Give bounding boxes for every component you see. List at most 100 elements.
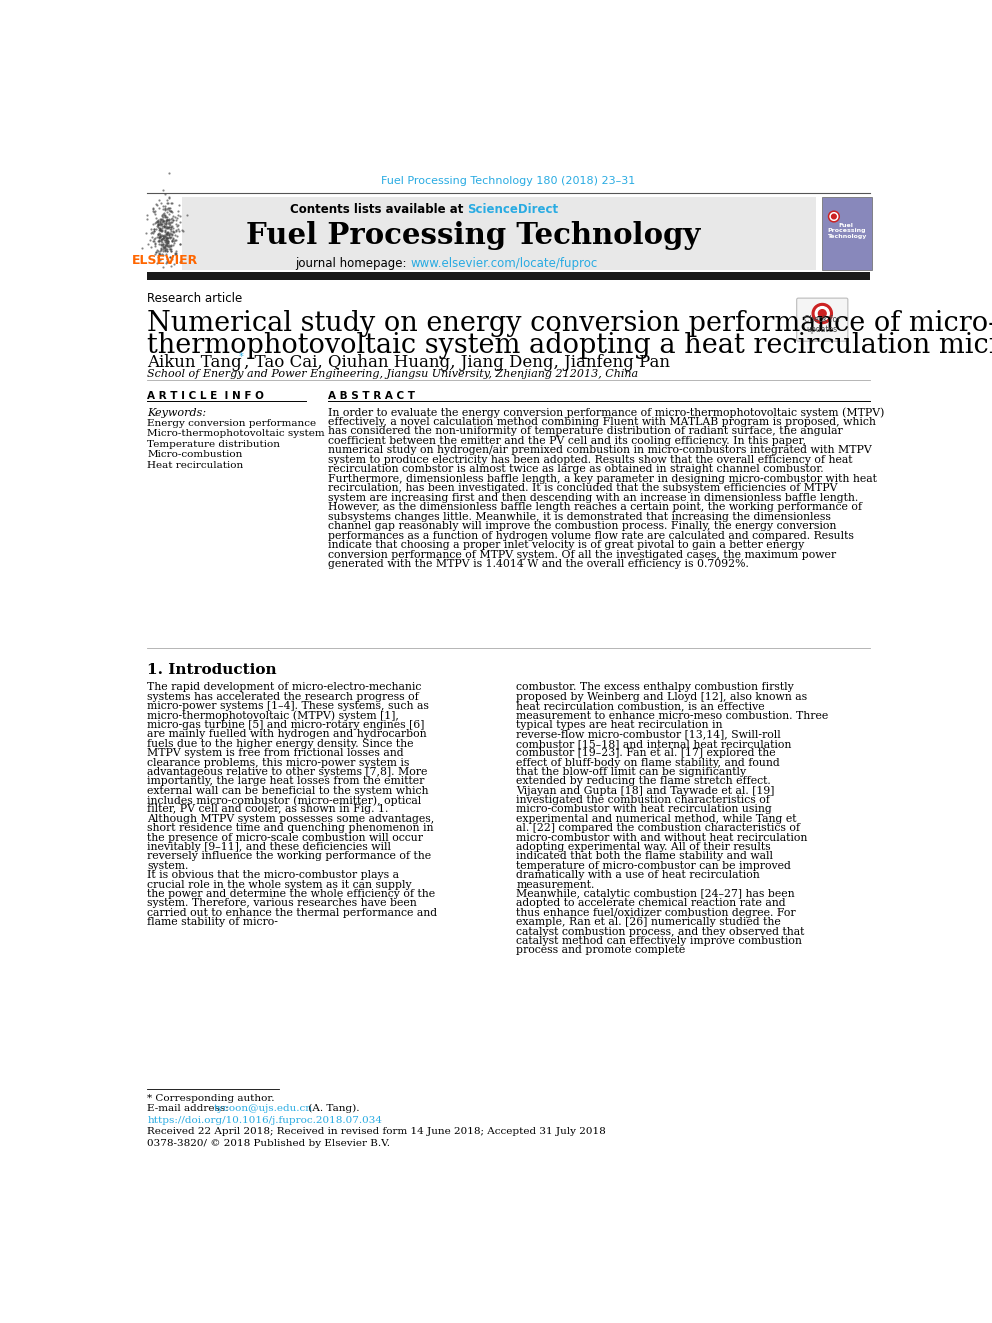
Text: recirculation combstor is almost twice as large as obtained in straight channel : recirculation combstor is almost twice a… <box>327 464 823 475</box>
Text: ELSEVIER: ELSEVIER <box>132 254 198 266</box>
Text: *: * <box>239 352 243 363</box>
FancyBboxPatch shape <box>821 197 872 270</box>
Text: combustor. The excess enthalpy combustion firstly: combustor. The excess enthalpy combustio… <box>516 683 794 692</box>
Text: that the blow-off limit can be significantly: that the blow-off limit can be significa… <box>516 767 746 777</box>
Text: thus enhance fuel/oxidizer combustion degree. For: thus enhance fuel/oxidizer combustion de… <box>516 908 796 918</box>
Text: fuels due to the higher energy density. Since the: fuels due to the higher energy density. … <box>147 738 414 749</box>
Text: importantly, the large heat losses from the emitter: importantly, the large heat losses from … <box>147 777 425 786</box>
Text: are mainly fuelled with hydrogen and hydrocarbon: are mainly fuelled with hydrogen and hyd… <box>147 729 427 740</box>
Text: Research article: Research article <box>147 292 242 306</box>
Text: Fuel Processing Technology 180 (2018) 23–31: Fuel Processing Technology 180 (2018) 23… <box>381 176 636 187</box>
Text: catalyst combustion process, and they observed that: catalyst combustion process, and they ob… <box>516 926 805 937</box>
Text: advantageous relative to other systems [7,8]. More: advantageous relative to other systems [… <box>147 767 428 777</box>
Text: E-mail address:: E-mail address: <box>147 1105 232 1114</box>
Text: 1. Introduction: 1. Introduction <box>147 663 277 677</box>
Circle shape <box>812 303 832 324</box>
Text: adopting experimental way. All of their results: adopting experimental way. All of their … <box>516 841 771 852</box>
Text: measurement to enhance micro-meso combustion. Three: measurement to enhance micro-meso combus… <box>516 710 828 721</box>
Text: process and promote complete: process and promote complete <box>516 946 685 955</box>
Text: temperature of micro-combustor can be improved: temperature of micro-combustor can be im… <box>516 861 791 871</box>
Text: Heat recirculation: Heat recirculation <box>147 460 243 470</box>
Circle shape <box>831 214 836 218</box>
Text: micro-thermophotovoltaic (MTPV) system [1],: micro-thermophotovoltaic (MTPV) system [… <box>147 710 399 721</box>
Text: Furthermore, dimensionless baffle length, a key parameter in designing micro-com: Furthermore, dimensionless baffle length… <box>327 474 877 484</box>
FancyBboxPatch shape <box>797 298 848 341</box>
Text: Check for
updates: Check for updates <box>805 315 840 335</box>
Text: Micro-combustion: Micro-combustion <box>147 450 243 459</box>
Text: The rapid development of micro-electro-mechanic: The rapid development of micro-electro-m… <box>147 683 422 692</box>
Text: Received 22 April 2018; Received in revised form 14 June 2018; Accepted 31 July : Received 22 April 2018; Received in revi… <box>147 1127 606 1136</box>
Text: * Corresponding author.: * Corresponding author. <box>147 1094 275 1103</box>
Text: reversely influence the working performance of the: reversely influence the working performa… <box>147 852 432 861</box>
Text: investigated the combustion characteristics of: investigated the combustion characterist… <box>516 795 770 806</box>
Text: indicate that choosing a proper inlet velocity is of great pivotal to gain a bet: indicate that choosing a proper inlet ve… <box>327 540 805 550</box>
Text: proposed by Weinberg and Lloyd [12], also known as: proposed by Weinberg and Lloyd [12], als… <box>516 692 807 701</box>
Text: micro-combustor with and without heat recirculation: micro-combustor with and without heat re… <box>516 832 807 843</box>
Text: Vijayan and Gupta [18] and Taywade et al. [19]: Vijayan and Gupta [18] and Taywade et al… <box>516 786 775 795</box>
Circle shape <box>828 212 839 222</box>
Text: micro-gas turbine [5] and micro-rotary engines [6]: micro-gas turbine [5] and micro-rotary e… <box>147 720 425 730</box>
Text: A B S T R A C T: A B S T R A C T <box>327 390 415 401</box>
Text: combustor [15–18] and internal heat recirculation: combustor [15–18] and internal heat reci… <box>516 738 792 749</box>
Circle shape <box>830 213 838 221</box>
Text: School of Energy and Power Engineering, Jiangsu University, Zhenjiang 212013, Ch: School of Energy and Power Engineering, … <box>147 369 639 378</box>
Text: numerical study on hydrogen/air premixed combustion in micro-combustors integrat: numerical study on hydrogen/air premixed… <box>327 446 872 455</box>
Text: measurement.: measurement. <box>516 880 594 889</box>
Text: flame stability of micro-: flame stability of micro- <box>147 917 278 927</box>
Text: heat recirculation combustion, is an effective: heat recirculation combustion, is an eff… <box>516 701 765 712</box>
Text: reverse-flow micro-combustor [13,14], Swill-roll: reverse-flow micro-combustor [13,14], Sw… <box>516 729 781 740</box>
Text: the presence of micro-scale combustion will occur: the presence of micro-scale combustion w… <box>147 832 424 843</box>
Text: Energy conversion performance: Energy conversion performance <box>147 419 316 429</box>
Text: (A. Tang).: (A. Tang). <box>305 1105 359 1114</box>
Text: adopted to accelerate chemical reaction rate and: adopted to accelerate chemical reaction … <box>516 898 786 909</box>
Text: system are increasing first and then descending with an increase in dimensionles: system are increasing first and then des… <box>327 492 858 503</box>
FancyBboxPatch shape <box>147 273 870 279</box>
Text: Micro-thermophotovoltaic system: Micro-thermophotovoltaic system <box>147 430 324 438</box>
Text: Contents lists available at: Contents lists available at <box>290 204 467 217</box>
Circle shape <box>815 307 829 320</box>
Text: effectively, a novel calculation method combining Fluent with MATLAB program is : effectively, a novel calculation method … <box>327 417 876 427</box>
Text: typical types are heat recirculation in: typical types are heat recirculation in <box>516 720 722 730</box>
Text: performances as a function of hydrogen volume flow rate are calculated and compa: performances as a function of hydrogen v… <box>327 531 854 541</box>
Text: systems has accelerated the research progress of: systems has accelerated the research pro… <box>147 692 419 701</box>
Text: has considered the non-uniformity of temperature distribution of radiant surface: has considered the non-uniformity of tem… <box>327 426 842 437</box>
Text: Aikun Tang: Aikun Tang <box>147 353 242 370</box>
Text: coefficient between the emitter and the PV cell and its cooling efficiency. In t: coefficient between the emitter and the … <box>327 435 806 446</box>
Text: crucial role in the whole system as it can supply: crucial role in the whole system as it c… <box>147 880 412 889</box>
Text: Temperature distribution: Temperature distribution <box>147 439 281 448</box>
Text: experimental and numerical method, while Tang et: experimental and numerical method, while… <box>516 814 797 824</box>
Text: micro-combustor with heat recirculation using: micro-combustor with heat recirculation … <box>516 804 772 815</box>
Text: journal homepage:: journal homepage: <box>296 257 411 270</box>
Text: the power and determine the whole efficiency of the: the power and determine the whole effici… <box>147 889 435 900</box>
Text: dramatically with a use of heat recirculation: dramatically with a use of heat recircul… <box>516 871 760 880</box>
Text: recirculation, has been investigated. It is concluded that the subsystem efficie: recirculation, has been investigated. It… <box>327 483 837 493</box>
Text: channel gap reasonably will improve the combustion process. Finally, the energy : channel gap reasonably will improve the … <box>327 521 836 531</box>
Text: However, as the dimensionless baffle length reaches a certain point, the working: However, as the dimensionless baffle len… <box>327 503 862 512</box>
Text: combustor [19–23]. Fan et al. [17] explored the: combustor [19–23]. Fan et al. [17] explo… <box>516 747 776 758</box>
FancyBboxPatch shape <box>183 197 816 270</box>
Text: system. Therefore, various researches have been: system. Therefore, various researches ha… <box>147 898 417 909</box>
Text: external wall can be beneficial to the system which: external wall can be beneficial to the s… <box>147 786 429 795</box>
Text: It is obvious that the micro-combustor plays a: It is obvious that the micro-combustor p… <box>147 871 399 880</box>
Text: Keywords:: Keywords: <box>147 409 206 418</box>
Text: thermophotovoltaic system adopting a heat recirculation micro-combustor: thermophotovoltaic system adopting a hea… <box>147 332 992 359</box>
Text: MTPV system is free from frictional losses and: MTPV system is free from frictional loss… <box>147 747 404 758</box>
Text: indicated that both the flame stability and wall: indicated that both the flame stability … <box>516 852 773 861</box>
Text: includes micro-combustor (micro-emitter), optical: includes micro-combustor (micro-emitter)… <box>147 795 422 806</box>
Text: clearance problems, this micro-power system is: clearance problems, this micro-power sys… <box>147 758 410 767</box>
Text: https://doi.org/10.1016/j.fuproc.2018.07.034: https://doi.org/10.1016/j.fuproc.2018.07… <box>147 1115 382 1125</box>
Text: ScienceDirect: ScienceDirect <box>467 204 558 217</box>
Text: system to produce electricity has been adopted. Results show that the overall ef: system to produce electricity has been a… <box>327 455 852 464</box>
Circle shape <box>818 310 826 318</box>
Text: generated with the MTPV is 1.4014 W and the overall efficiency is 0.7092%.: generated with the MTPV is 1.4014 W and … <box>327 560 749 569</box>
Text: catalyst method can effectively improve combustion: catalyst method can effectively improve … <box>516 935 802 946</box>
Text: Meanwhile, catalytic combustion [24–27] has been: Meanwhile, catalytic combustion [24–27] … <box>516 889 795 900</box>
Text: filter, PV cell and cooler, as shown in Fig. 1.: filter, PV cell and cooler, as shown in … <box>147 804 389 815</box>
Text: subsystems changes little. Meanwhile, it is demonstrated that increasing the dim: subsystems changes little. Meanwhile, it… <box>327 512 830 521</box>
Text: Although MTPV system possesses some advantages,: Although MTPV system possesses some adva… <box>147 814 434 824</box>
Text: , Tao Cai, Qiuhan Huang, Jiang Deng, Jianfeng Pan: , Tao Cai, Qiuhan Huang, Jiang Deng, Jia… <box>244 353 671 370</box>
Text: Fuel
Processing
Technology: Fuel Processing Technology <box>826 222 866 239</box>
Text: example, Ran et al. [26] numerically studied the: example, Ran et al. [26] numerically stu… <box>516 917 781 927</box>
Text: effect of bluff-body on flame stability, and found: effect of bluff-body on flame stability,… <box>516 758 780 767</box>
Text: al. [22] compared the combustion characteristics of: al. [22] compared the combustion charact… <box>516 823 801 833</box>
